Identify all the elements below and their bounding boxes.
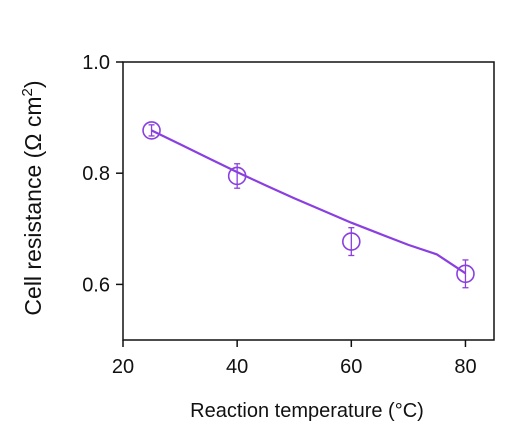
data-point: [227, 166, 247, 186]
x-tick-label: 40: [226, 356, 248, 378]
data-points: [142, 121, 475, 289]
data-point: [456, 264, 475, 284]
fit-curve-group: [151, 129, 467, 275]
x-tick-label: 60: [340, 356, 362, 378]
fit-curve: [151, 129, 467, 275]
y-axis-title-main: Cell resistance (Ω cm: [20, 96, 46, 315]
axes: [122, 61, 495, 341]
data-point: [142, 121, 161, 140]
x-axis-title: Reaction temperature (°C): [190, 400, 424, 422]
y-tick-label: 0.8: [82, 163, 110, 185]
y-axis-title: Cell resistance (Ω cm2): [19, 80, 46, 315]
y-tick-label: 1.0: [82, 52, 110, 74]
x-tick-label: 20: [112, 356, 134, 378]
ticks: 20 40 60 80 0.6 0.8 1.0: [82, 52, 476, 378]
y-tick-label: 0.6: [82, 274, 110, 296]
x-tick-label: 80: [454, 356, 476, 378]
y-axis-title-close: ): [20, 80, 46, 88]
data-point: [342, 232, 361, 251]
plot-frame: [122, 61, 495, 341]
y-axis-title-superscript: 2: [19, 88, 36, 96]
